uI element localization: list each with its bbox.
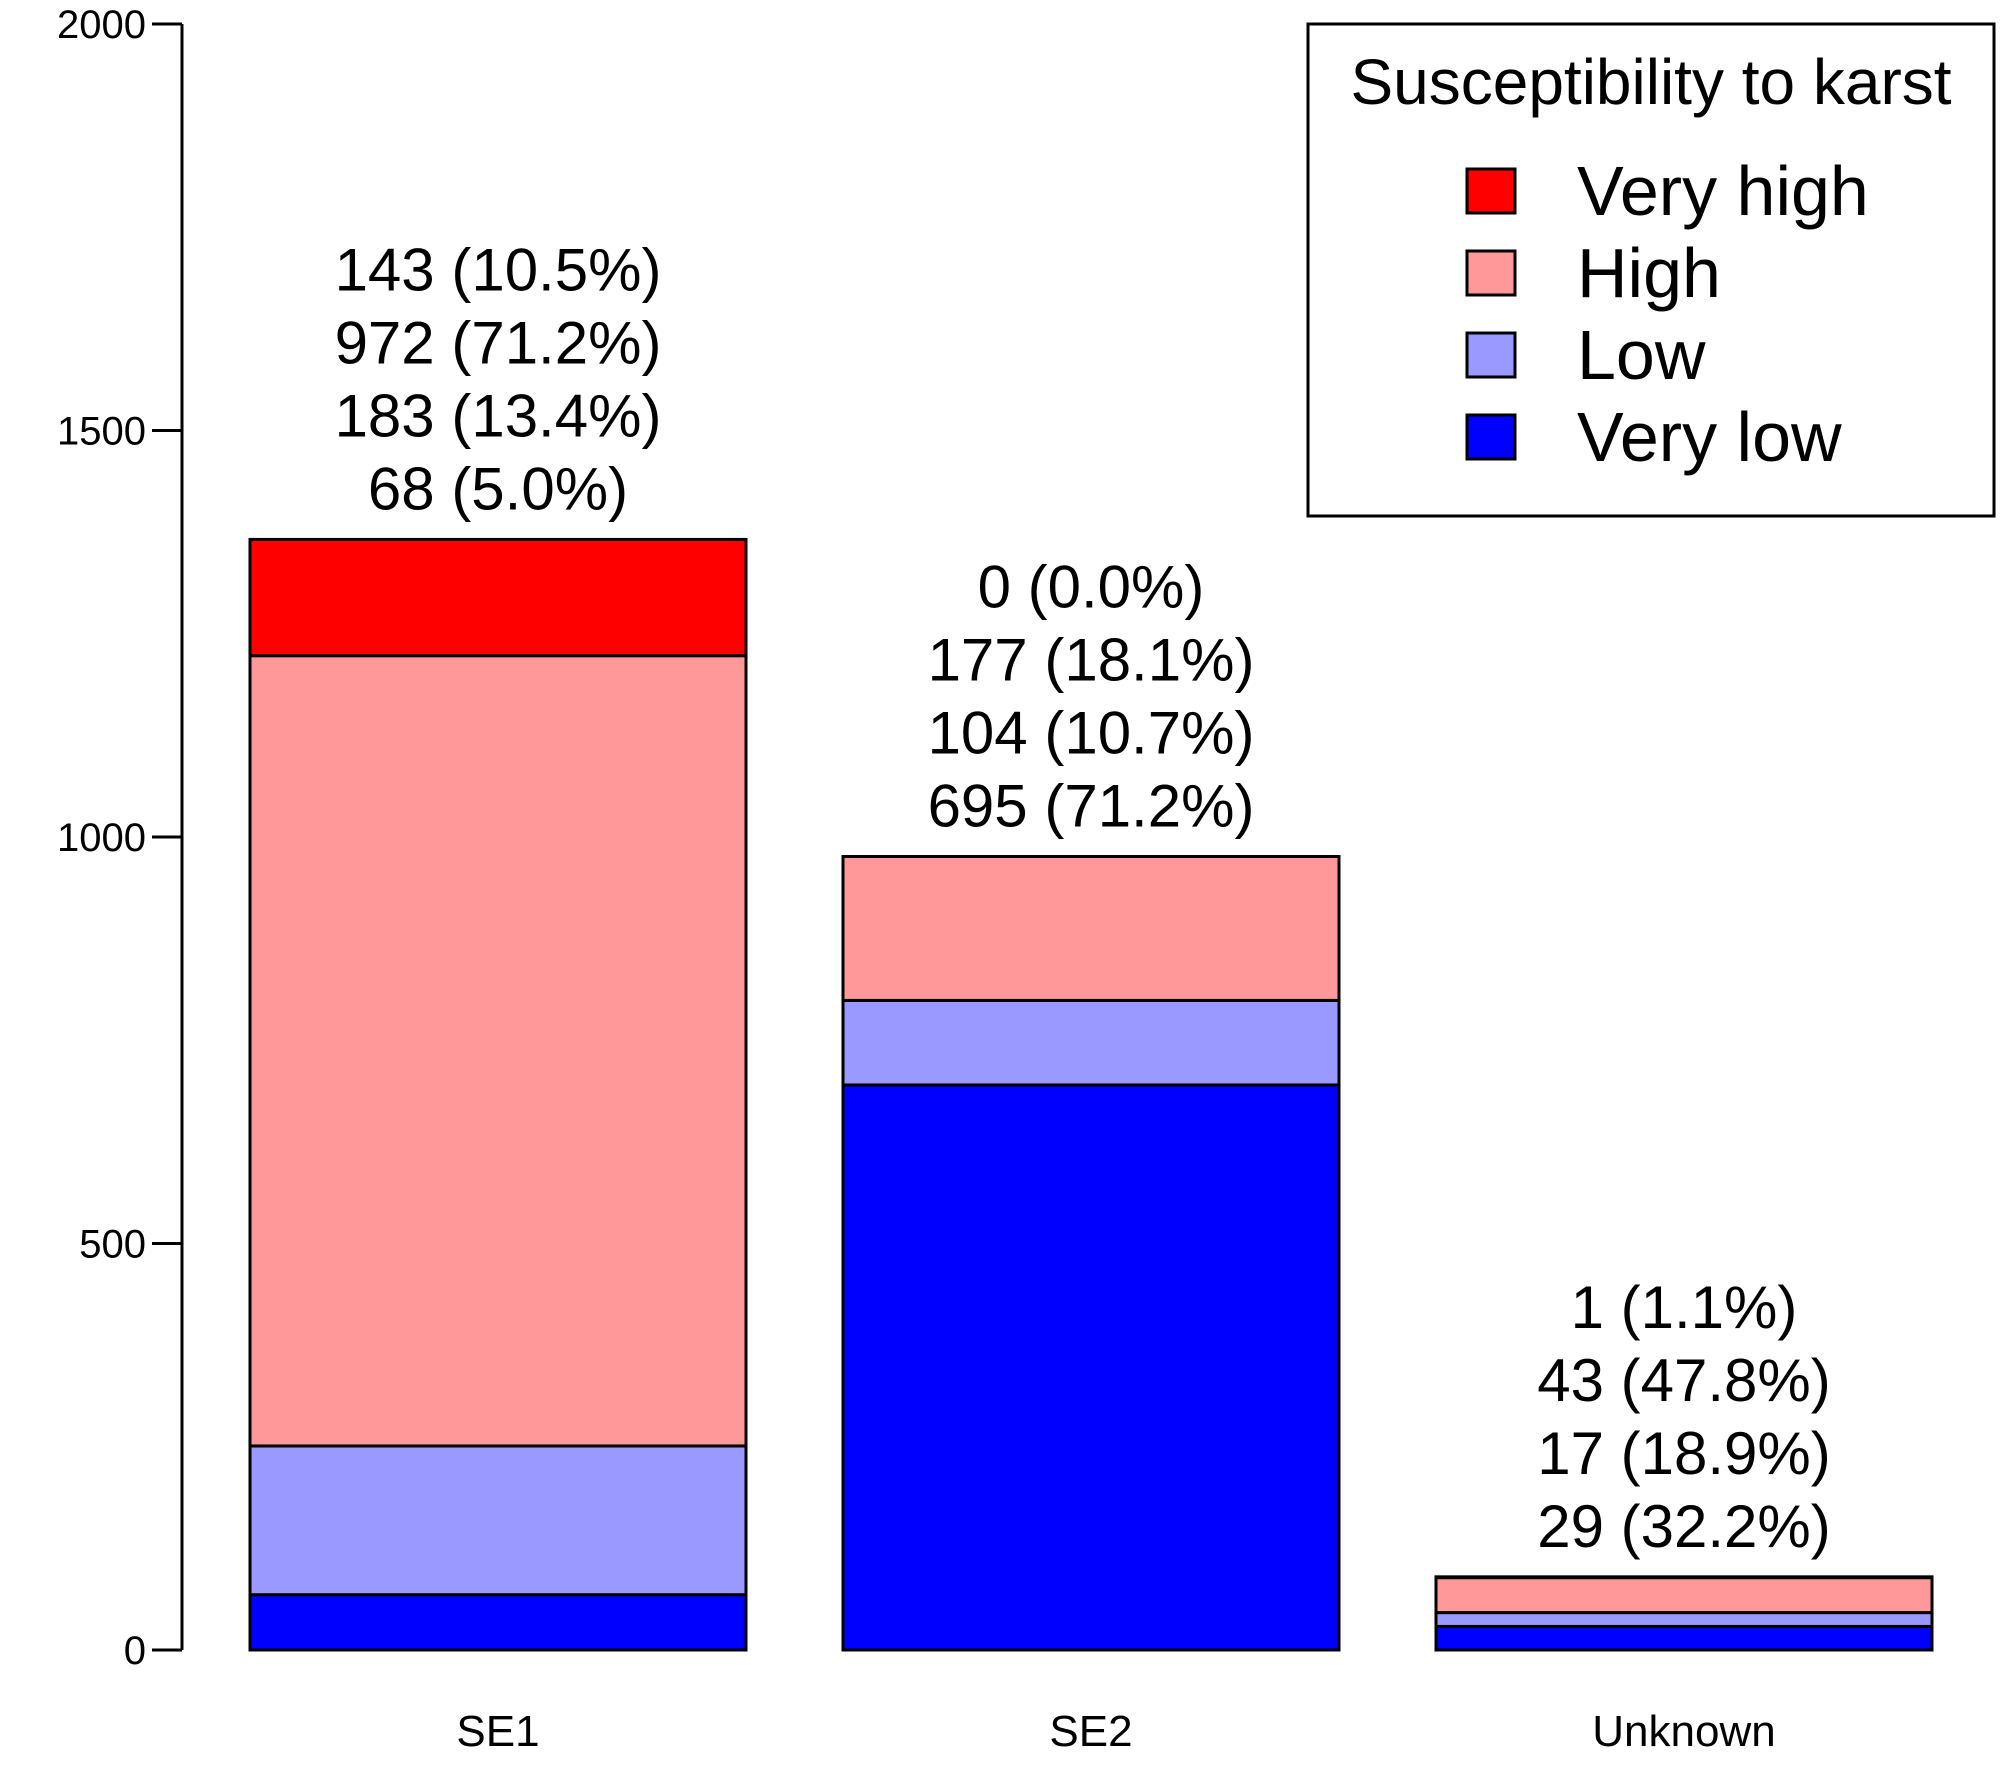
legend-box [1306,22,1996,518]
bar-annotation: 68 (5.0%) [368,455,628,522]
y-tick-label-500: 500 [79,1223,146,1267]
x-category-label-se2: SE2 [1049,1707,1132,1756]
legend-label-high: High [1577,234,1721,312]
category-labels: SE1 SE2 Unknown [456,1707,1775,1756]
bars [248,537,1934,1652]
bar-annotation: 183 (13.4%) [335,382,662,449]
legend-label-very-low: Very low [1577,398,1842,476]
legend-title: Susceptibility to karst [1350,46,1951,118]
legend-swatch-very-low [1465,413,1517,461]
bar-annotation: 0 (0.0%) [978,554,1205,621]
bar-segment-unknown-very-high [1434,1575,1934,1580]
bar-annotation: 143 (10.5%) [335,236,662,303]
legend-swatch-low [1465,331,1517,379]
bar-segment-se1-very-low [248,1593,748,1652]
bar-segment-se2-low [841,998,1341,1087]
bar-annotation: 43 (47.8%) [1537,1347,1831,1414]
x-category-label-se1: SE1 [456,1707,539,1756]
legend-label-very-high: Very high [1577,152,1869,230]
bar-segment-se2-high [841,855,1341,1002]
bar-segment-unknown-high [1434,1576,1934,1615]
bar-annotation: 972 (71.2%) [335,309,662,376]
bar-annotations: 143 (10.5%)972 (71.2%)183 (13.4%)68 (5.0… [335,236,1831,1559]
y-tick-label-2000: 2000 [57,3,146,47]
bar-segment-se1-very-high [248,537,748,658]
bar-annotation: 104 (10.7%) [928,700,1255,767]
x-category-label-unknown: Unknown [1592,1707,1775,1756]
y-tick-label-0: 0 [124,1629,146,1673]
y-axis: 0 500 1000 1500 2000 [57,3,184,1673]
bar-annotation: 177 (18.1%) [928,627,1255,694]
legend-label-low: Low [1577,316,1706,394]
bar-segment-se2-very-low [841,1083,1341,1652]
bar-annotation: 29 (32.2%) [1537,1493,1831,1560]
bar-annotation: 17 (18.9%) [1537,1420,1831,1487]
legend-swatch-very-high [1465,167,1517,215]
legend-swatch-high [1465,249,1517,297]
bar-segment-se1-high [248,654,748,1448]
legend: Susceptibility to karst Very highHighLow… [1306,22,1996,518]
bar-segment-unknown-very-low [1434,1624,1934,1652]
y-tick-label-1000: 1000 [57,816,146,860]
bar-annotation: 695 (71.2%) [928,773,1255,840]
bar-annotation: 1 (1.1%) [1571,1274,1798,1341]
bar-segment-unknown-low [1434,1611,1934,1628]
bar-segment-se1-low [248,1444,748,1597]
y-tick-label-1500: 1500 [57,410,146,454]
